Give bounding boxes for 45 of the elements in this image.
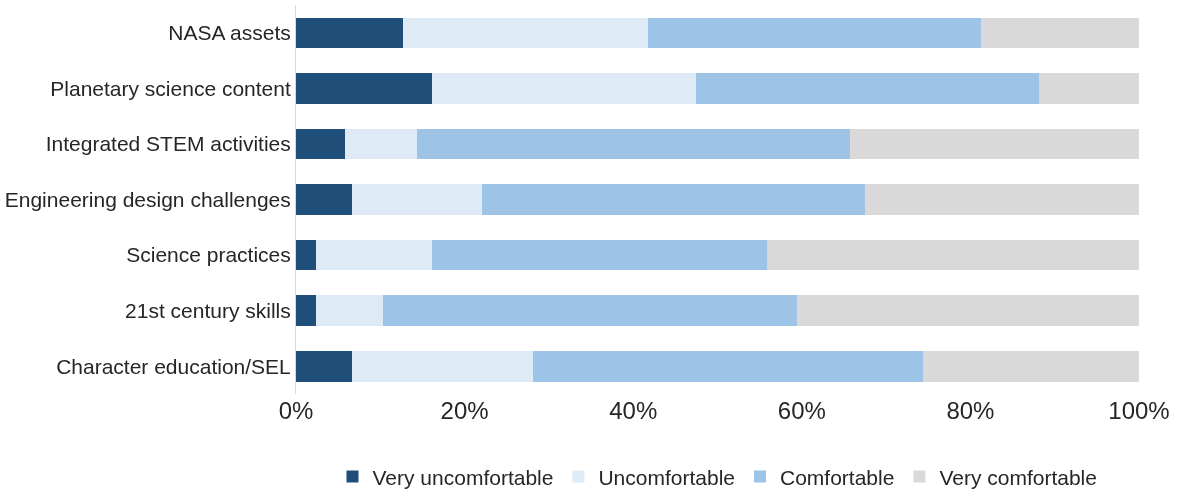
x-tick-label: 20% xyxy=(440,397,489,424)
bar xyxy=(849,128,1139,160)
bar xyxy=(296,184,353,215)
bar xyxy=(417,128,850,160)
bar xyxy=(695,73,1039,104)
bar xyxy=(482,184,866,215)
bar xyxy=(344,128,418,160)
legend-label: Uncomfortable xyxy=(598,465,735,489)
x-tick-label: 100% xyxy=(1108,397,1170,424)
bar xyxy=(382,295,797,326)
bar xyxy=(1038,73,1139,104)
bar xyxy=(923,350,1139,382)
bar xyxy=(532,350,924,382)
y-tick-label: Engineering design challenges xyxy=(4,187,291,211)
bar xyxy=(296,17,404,49)
bar xyxy=(316,239,432,271)
x-tick-label: 40% xyxy=(609,397,658,424)
bar xyxy=(316,295,383,326)
legend-label: Very uncomfortable xyxy=(372,465,554,489)
bar xyxy=(767,239,1139,271)
bar xyxy=(431,73,696,104)
y-tick-label: Character education/SEL xyxy=(56,354,291,378)
y-tick-label: Planetary science content xyxy=(50,76,291,100)
bar xyxy=(296,295,317,326)
bar xyxy=(865,184,1139,215)
x-tick-label: 60% xyxy=(777,397,826,424)
x-tick-label: 0% xyxy=(278,397,314,424)
bar xyxy=(352,350,533,382)
y-tick-label: NASA assets xyxy=(168,21,291,45)
bar xyxy=(796,295,1139,326)
bar xyxy=(648,17,981,49)
bar xyxy=(296,128,345,160)
y-tick-label: 21st century skills xyxy=(125,298,291,322)
bar xyxy=(403,17,649,49)
bar xyxy=(296,350,353,382)
legend-label: Very comfortable xyxy=(939,465,1097,489)
bar xyxy=(980,17,1139,49)
y-tick-label: Integrated STEM activities xyxy=(45,132,291,156)
x-tick-label: 80% xyxy=(946,397,995,424)
legend-label: Comfortable xyxy=(780,465,895,489)
y-tick-label: Science practices xyxy=(126,243,291,267)
bar xyxy=(296,239,317,271)
bar xyxy=(352,184,483,215)
bar xyxy=(296,73,432,104)
bar xyxy=(431,239,768,271)
